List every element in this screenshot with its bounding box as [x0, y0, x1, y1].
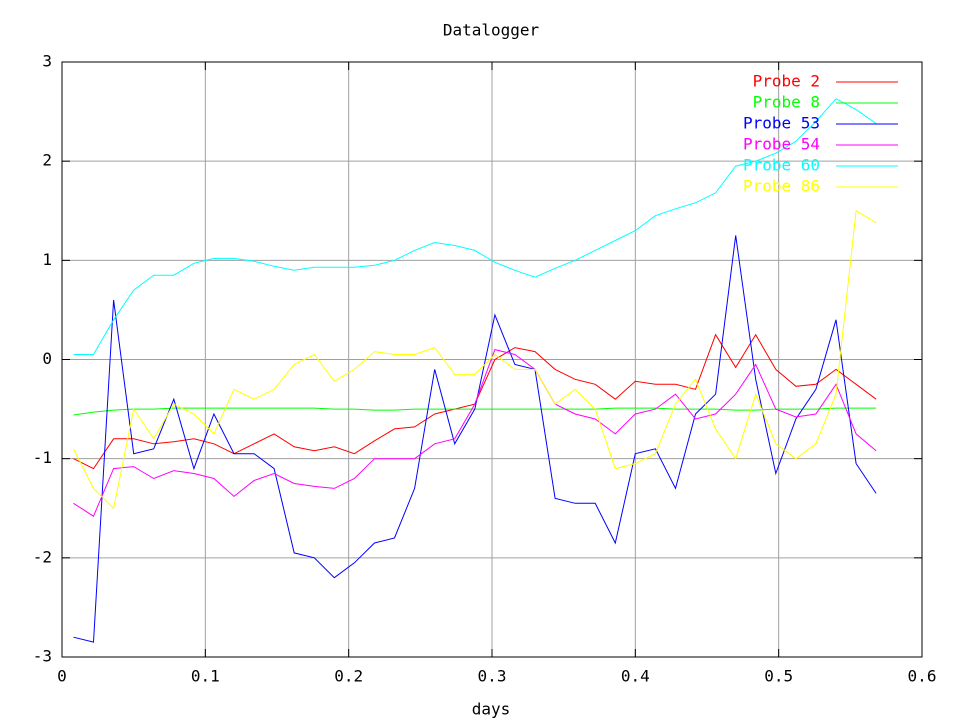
- legend-label: Probe 2: [753, 72, 820, 91]
- series-line: [73, 349, 877, 517]
- y-tick-label: 3: [42, 52, 52, 71]
- x-tick-label: 0.6: [908, 667, 937, 686]
- series-line: [73, 98, 877, 355]
- y-tick-label: -2: [33, 547, 52, 566]
- legend-label: Probe 54: [743, 135, 820, 154]
- chart-title: Datalogger: [443, 21, 540, 40]
- x-tick-label: 0.4: [621, 667, 650, 686]
- x-axis-label: days: [472, 700, 511, 719]
- legend-label: Probe 8: [753, 93, 820, 112]
- legend-label: Probe 60: [743, 156, 820, 175]
- x-tick-label: 0.3: [478, 667, 507, 686]
- y-tick-label: -3: [33, 647, 52, 666]
- plot-border: [61, 61, 923, 658]
- x-tick-label: 0.1: [191, 667, 220, 686]
- y-tick-label: 1: [42, 250, 52, 269]
- series-line: [73, 235, 877, 643]
- x-tick-label: 0: [57, 667, 67, 686]
- legend-label: Probe 53: [743, 114, 820, 133]
- y-tick-label: -1: [33, 448, 52, 467]
- y-tick-label: 0: [42, 349, 52, 368]
- legend-label: Probe 86: [743, 177, 820, 196]
- x-tick-label: 0.5: [764, 667, 793, 686]
- x-tick-label: 0.2: [334, 667, 363, 686]
- series-line: [73, 209, 877, 510]
- y-tick-label: 2: [42, 151, 52, 170]
